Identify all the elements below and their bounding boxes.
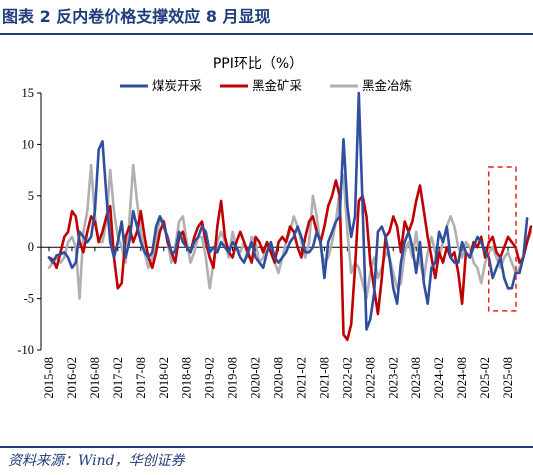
y-tick-label: 15: [22, 86, 35, 100]
x-tick-label: 2019-02: [203, 357, 217, 399]
y-axis: 15 10 5 0 -5 -10: [17, 86, 41, 357]
series-group: [47, 91, 533, 342]
x-tick-label: 2025-02: [478, 357, 492, 399]
x-tick-label: 2015-08: [42, 357, 56, 399]
x-tick-label: 2025-08: [501, 357, 515, 399]
title-rule: [0, 33, 533, 35]
y-tick-label: 5: [28, 189, 34, 203]
x-tick-label: 2019-08: [226, 357, 240, 399]
x-tick-label: 2024-02: [432, 357, 446, 399]
legend-label: 煤炭开采: [152, 78, 203, 93]
highlight-box: [487, 166, 517, 312]
y-tick-label: -5: [24, 292, 34, 306]
y-tick-label: 10: [22, 137, 35, 151]
bottom-rule: [0, 446, 533, 448]
x-tick-label: 2022-08: [363, 357, 377, 399]
x-tick-label: 2017-02: [111, 357, 125, 399]
x-tick-label: 2021-08: [317, 357, 331, 399]
x-tick-label: 2023-08: [409, 357, 423, 399]
legend: 煤炭开采 黑金矿采 黑金冶炼: [120, 78, 412, 93]
x-tick-label: 2020-02: [249, 357, 263, 399]
source-note: 资料来源：Wind，华创证券: [8, 453, 185, 469]
x-tick-label: 2022-02: [340, 357, 354, 399]
x-tick-label: 2016-02: [65, 357, 79, 399]
x-tick-label: 2018-02: [157, 357, 171, 399]
legend-label: 黑金冶炼: [362, 78, 412, 93]
x-tick-label: 2017-08: [134, 357, 148, 399]
y-tick-label: -10: [17, 343, 34, 357]
x-tick-label: 2021-02: [294, 357, 308, 399]
x-tick-label: 2016-08: [88, 357, 102, 399]
x-tick-label: 2018-08: [180, 357, 194, 399]
x-tick-label: 2023-02: [386, 357, 400, 399]
x-axis: 2015-08 2016-02 2016-08 2017-02 2017-08 2018-…: [42, 247, 515, 399]
chart-title: PPI环比（%）: [213, 56, 303, 72]
x-tick-label: 2020-08: [272, 357, 286, 399]
legend-label: 黑金矿采: [252, 78, 303, 93]
y-tick-label: 0: [28, 240, 34, 254]
x-tick-label: 2024-08: [455, 357, 469, 399]
figure-title: 图表 2 反内卷价格支撑效应 8 月显现: [2, 7, 271, 26]
series-line-0: [47, 91, 529, 331]
